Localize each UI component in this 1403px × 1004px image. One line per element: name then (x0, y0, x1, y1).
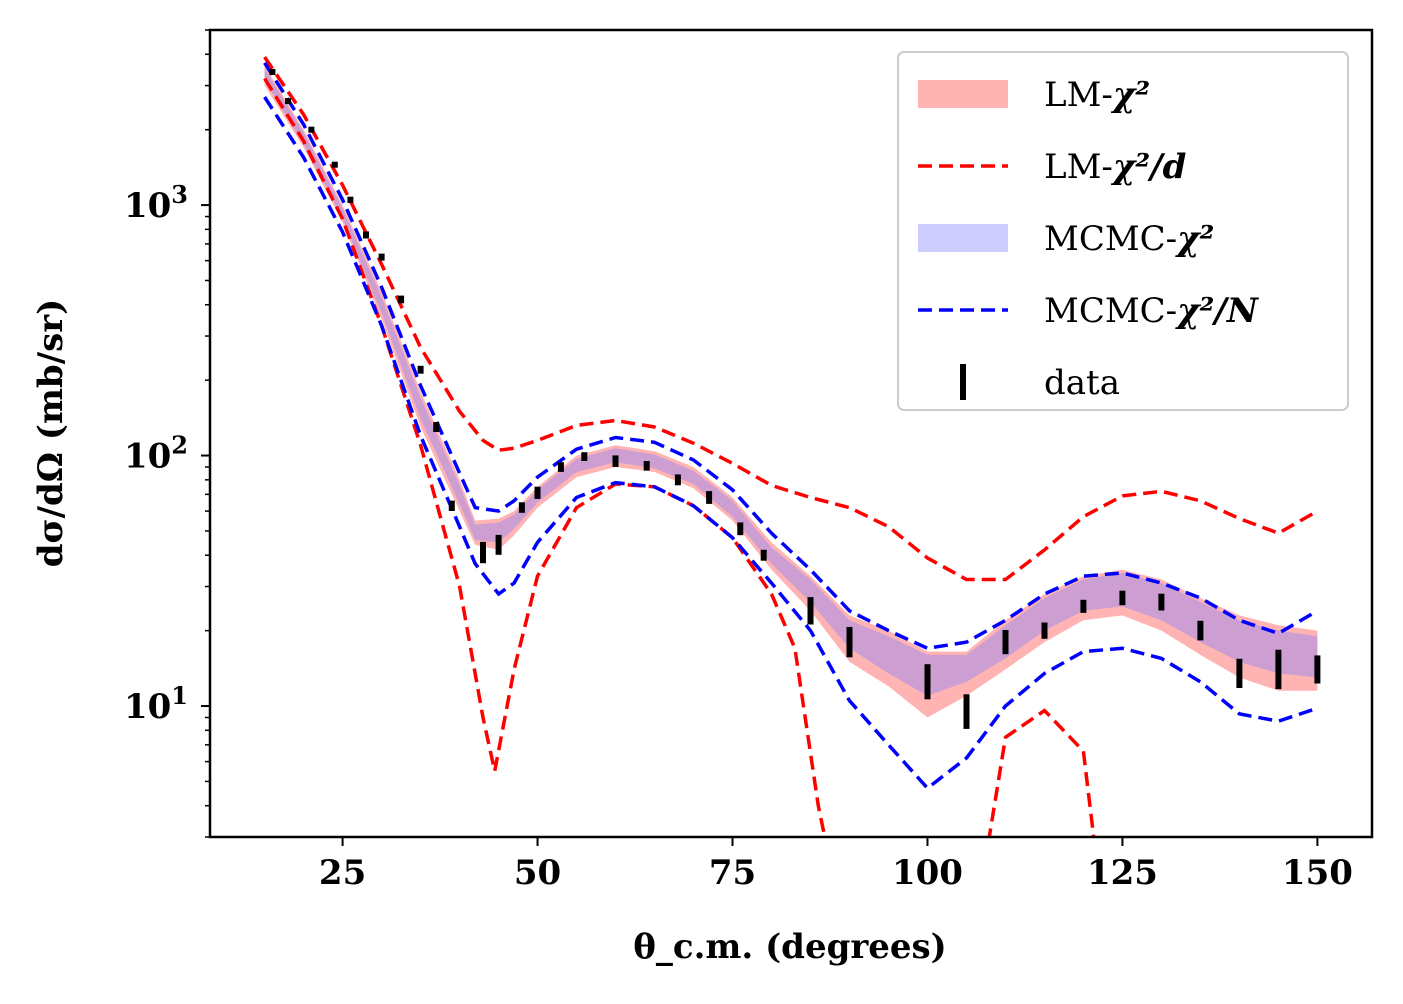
y-axis-label: dσ/dΩ (mb/sr) (31, 299, 71, 568)
y-tick-label: 103 (124, 180, 188, 226)
dashed-line-layer (263, 56, 1319, 837)
legend-label: LM-χ²/d (1044, 147, 1187, 187)
legend-swatch-band (918, 224, 1008, 252)
legend-label: MCMC-χ² (1044, 219, 1214, 259)
data-points-layer (269, 69, 1321, 729)
mcmc-chi2-band (264, 68, 1318, 696)
x-tick-label: 125 (1087, 853, 1158, 893)
plot-area (263, 56, 1321, 837)
y-tick-label: 102 (124, 431, 188, 477)
lm-chi2-band (264, 65, 1318, 718)
y-tick-label: 101 (124, 681, 188, 727)
legend-label: data (1044, 363, 1120, 403)
legend-box (897, 51, 1349, 411)
band-layer (264, 65, 1318, 718)
x-tick-label: 150 (1282, 853, 1353, 893)
legend-label: LM-χ² (1044, 75, 1150, 115)
mcmc-chi2-n-upper-line (263, 61, 1319, 651)
y-axis: 101 102 103 (124, 29, 210, 838)
lm-chi2-d-upper-line (263, 56, 1319, 582)
legend: LM-χ² LM-χ²/d MCMC-χ² MCMC-χ²/N data (897, 51, 1349, 411)
x-axis-label: θ_c.m. (degrees) (633, 927, 947, 967)
legend-label: MCMC-χ²/N (1044, 291, 1260, 331)
x-axis: 25 50 75 100 125 150 (319, 837, 1353, 893)
x-tick-label: 50 (514, 853, 561, 893)
plot-frame (208, 28, 1374, 839)
legend-swatch-band (918, 80, 1008, 108)
x-tick-label: 25 (319, 853, 366, 893)
x-tick-label: 100 (892, 853, 963, 893)
x-tick-label: 75 (709, 853, 756, 893)
